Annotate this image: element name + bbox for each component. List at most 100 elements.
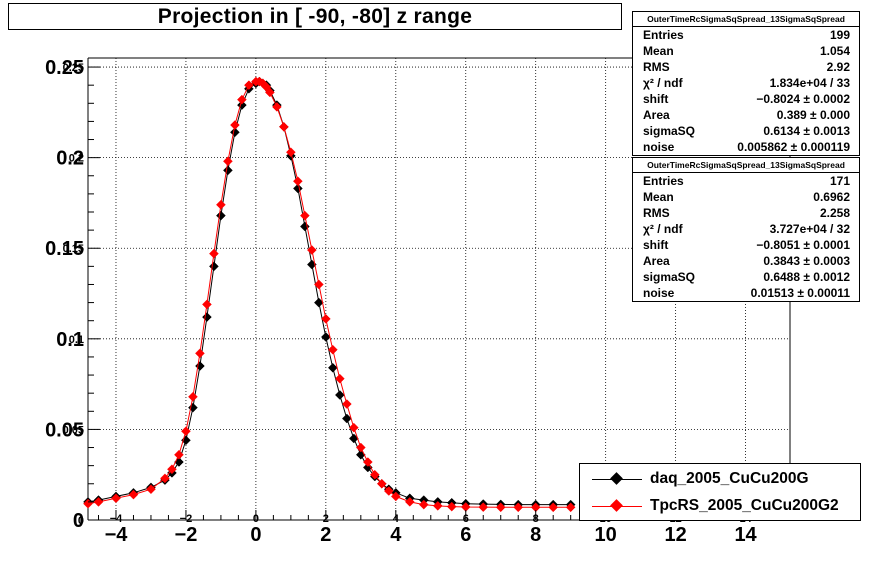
x-tick-label-inner: −4 <box>110 513 123 525</box>
data-point <box>160 473 170 484</box>
stats-box-daq: OuterTimeRcSigmaSqSpread_13SigmaSqSpread… <box>632 11 860 156</box>
y-tick-label: 0.1 <box>56 329 84 351</box>
x-tick-label-inner: 4 <box>393 513 400 525</box>
x-tick-label-inner: 2 <box>323 513 329 525</box>
data-point <box>279 121 289 132</box>
x-tick-label: 8 <box>530 524 541 546</box>
x-tick-label: −4 <box>105 524 129 546</box>
x-tick-label: 12 <box>664 524 686 546</box>
legend-label: daq_2005_CuCu200G <box>650 470 809 487</box>
stats-row-noise: noise 0.01513 ± 0.00011 <box>643 286 850 300</box>
data-point <box>418 499 429 510</box>
data-point <box>167 464 177 475</box>
stats-box-tpcrs: OuterTimeRcSigmaSqSpread_13SigmaSqSpread… <box>632 157 860 302</box>
data-point <box>376 478 387 489</box>
stats-row-shift: shift −0.8051 ± 0.0001 <box>643 238 850 252</box>
stats-row-rms: RMS 2.92 <box>643 60 850 74</box>
data-point <box>181 426 191 437</box>
data-point <box>334 390 345 400</box>
x-tick-label: 10 <box>595 524 617 546</box>
data-point <box>307 245 317 255</box>
data-point <box>216 199 226 210</box>
data-point <box>286 147 296 158</box>
data-point <box>369 469 380 480</box>
data-point <box>174 449 184 460</box>
data-point <box>111 493 121 504</box>
data-point <box>300 210 310 221</box>
legend: daq_2005_CuCu200G TpcRS_2005_CuCu200G2 <box>579 463 861 521</box>
x-tick-label-inner: 6 <box>463 513 469 525</box>
data-point <box>188 391 198 402</box>
y-tick-label: 0 <box>73 510 84 532</box>
y-tick-label-inner: 0.1 <box>69 334 84 346</box>
x-tick-label-inner: 0 <box>253 513 259 525</box>
stats-row-entries: Entries 171 <box>643 174 850 188</box>
data-point <box>202 299 212 310</box>
stats-header: OuterTimeRcSigmaSqSpread_13SigmaSqSpread <box>633 158 859 173</box>
data-point <box>216 210 226 221</box>
data-point <box>383 486 394 496</box>
legend-label: TpcRS_2005_CuCu200G2 <box>650 497 839 514</box>
data-series <box>83 76 576 513</box>
series-line <box>87 81 571 508</box>
data-point <box>244 80 254 91</box>
stats-row-rms: RMS 2.258 <box>643 206 850 220</box>
data-point <box>341 413 352 424</box>
legend-entry-daq: daq_2005_CuCu200G <box>580 467 860 491</box>
stats-row-mean: Mean 1.054 <box>643 44 850 58</box>
data-point <box>237 94 247 105</box>
data-point <box>446 501 457 512</box>
data-point <box>230 120 240 130</box>
data-point <box>209 248 219 259</box>
data-point <box>362 457 373 467</box>
data-point <box>432 501 443 511</box>
y-tick-label: 0.25 <box>45 57 84 79</box>
data-point <box>195 361 205 371</box>
data-point <box>223 165 233 176</box>
y-tick-label-inner: 0.05 <box>63 424 84 436</box>
stats-row-noise: noise 0.005862 ± 0.000119 <box>643 140 850 154</box>
data-point <box>334 373 345 384</box>
data-point <box>565 502 576 513</box>
data-point <box>293 176 303 187</box>
stats-row-chi2: χ² / ndf 3.727e+04 / 32 <box>643 222 850 236</box>
data-point <box>320 314 331 324</box>
data-point <box>478 502 489 512</box>
data-point <box>272 102 282 112</box>
y-tick-label: 0.05 <box>45 419 84 441</box>
data-point <box>209 261 219 272</box>
y-tick-label-inner: 0.2 <box>69 153 84 165</box>
legend-entry-tpcrs: TpcRS_2005_CuCu200G2 <box>580 494 860 518</box>
data-point <box>146 484 156 495</box>
series-tpcrs <box>83 76 576 513</box>
stats-row-area: Area 0.389 ± 0.000 <box>643 108 850 122</box>
x-tick-label: 14 <box>734 524 757 546</box>
data-point <box>320 332 331 342</box>
data-point <box>265 87 275 98</box>
x-tick-label: 2 <box>320 524 331 546</box>
data-point <box>348 422 359 433</box>
data-point <box>313 279 324 290</box>
data-point <box>195 348 205 359</box>
data-point <box>341 399 352 409</box>
diamond-marker-icon <box>610 499 623 512</box>
stats-row-sigmasq: sigmaSQ 0.6134 ± 0.0013 <box>643 124 850 138</box>
stats-row-entries: Entries 199 <box>643 28 850 42</box>
chart-title: Projection in [ -90, -80] z range <box>157 4 473 28</box>
y-tick-label-inner: 0 <box>78 515 84 527</box>
x-tick-label: 4 <box>390 524 402 546</box>
stats-row-mean: Mean 0.6962 <box>643 190 850 204</box>
data-point <box>495 502 506 513</box>
diamond-marker-icon <box>610 472 623 485</box>
data-point <box>390 491 401 502</box>
data-point <box>93 497 104 507</box>
data-point <box>327 344 338 355</box>
stats-row-area: Area 0.3843 ± 0.0003 <box>643 254 850 268</box>
x-tick-label-inner: −2 <box>180 513 193 525</box>
data-point <box>355 442 366 453</box>
data-point <box>202 312 212 322</box>
y-tick-label-inner: 0.15 <box>63 243 84 255</box>
data-point <box>223 156 233 167</box>
stats-row-sigmasq: sigmaSQ 0.6488 ± 0.0012 <box>643 270 850 284</box>
